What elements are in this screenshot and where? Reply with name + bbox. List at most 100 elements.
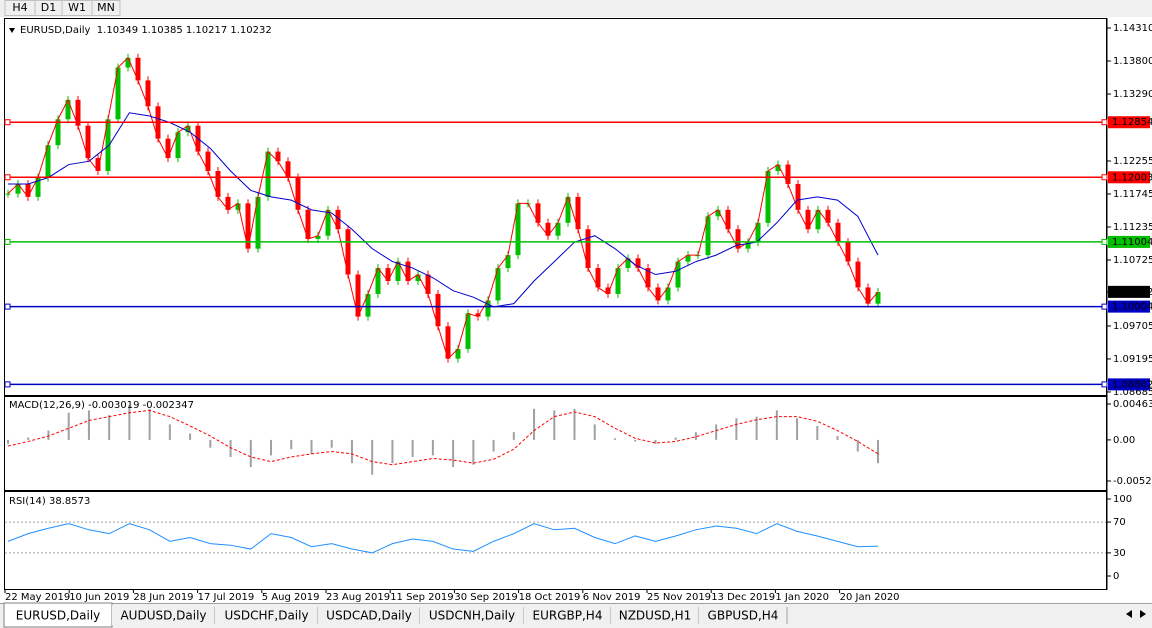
candle-body — [755, 222, 761, 243]
level-handle[interactable] — [4, 174, 11, 181]
candle-body — [635, 258, 641, 269]
symbol-tabs: EURUSD,Daily AUDUSD,Daily USDCHF,Daily USDC… — [3, 602, 788, 628]
symbol-tab-label: AUDUSD,Daily — [120, 609, 206, 623]
level-handle[interactable] — [1101, 119, 1108, 126]
tab-label: D1 — [41, 1, 56, 14]
level-handle[interactable] — [4, 119, 11, 126]
macd-tick-label: -0.005299 — [1113, 476, 1152, 487]
timeframe-tab[interactable]: W1 — [61, 0, 93, 16]
level-handle[interactable] — [1101, 238, 1108, 245]
macd-tick-label: 0.00 — [1113, 435, 1135, 446]
collapse-arrow[interactable] — [9, 28, 15, 33]
candle-body — [35, 177, 41, 197]
candle — [625, 254, 631, 273]
timeframe-tab[interactable]: D1 — [34, 0, 63, 16]
symbol-tab-label: USDCNH,Daily — [429, 609, 515, 623]
tab-label: MN — [97, 1, 115, 14]
rsi-tick-label: 70 — [1113, 517, 1126, 528]
candle — [875, 287, 881, 308]
price-tick-label: 1.11745 — [1113, 189, 1152, 200]
candle — [715, 205, 721, 221]
level-price-box — [1108, 116, 1150, 129]
date-label: 30 Sep 2019 — [454, 592, 517, 603]
current-price-box — [1108, 285, 1150, 298]
candle — [515, 199, 521, 260]
candle-body — [785, 164, 791, 184]
symbol-tab[interactable]: NZDUSD,H1 — [611, 605, 700, 625]
level-handle[interactable] — [4, 381, 11, 388]
date-label: 1 Jan 2020 — [775, 592, 829, 603]
timeframe-tab[interactable]: MN — [91, 0, 121, 16]
level-handle[interactable] — [1101, 174, 1108, 181]
candle-body — [55, 119, 61, 146]
candle-body — [355, 274, 361, 317]
date-label: 10 Jun 2019 — [69, 592, 129, 603]
candle-body — [365, 293, 371, 317]
tab-button — [91, 0, 121, 16]
candle-body — [395, 261, 401, 282]
current-price-label: 1.10232 — [1112, 287, 1152, 298]
symbol-tab[interactable]: GBPUSD,H4 — [699, 605, 788, 625]
scroll-right[interactable] — [1140, 610, 1146, 618]
candle-body — [85, 125, 91, 159]
candle-body — [465, 313, 471, 349]
candle — [445, 322, 451, 363]
candle-body — [245, 203, 251, 249]
candle — [265, 147, 271, 201]
symbol-tab-label: USDCHF,Daily — [224, 609, 308, 623]
candle-body — [855, 261, 861, 288]
candle-body — [235, 203, 241, 210]
candle — [765, 167, 771, 227]
candle-body — [825, 209, 831, 223]
candle-body — [765, 171, 771, 223]
candle-body — [665, 287, 671, 301]
candle-body — [795, 183, 801, 210]
scroll-left[interactable] — [1126, 610, 1132, 618]
date-label: 5 Aug 2019 — [262, 592, 320, 603]
level-handle[interactable] — [4, 238, 11, 245]
level-handle[interactable] — [1101, 381, 1108, 388]
timeframe-tab[interactable]: H4 — [4, 0, 36, 16]
candle — [295, 173, 301, 214]
rsi-line — [7, 523, 879, 554]
symbol-tab[interactable]: AUDUSD,Daily — [112, 605, 216, 625]
symbol-tab-label: EURGBP,H4 — [533, 609, 603, 623]
plot-layer: 1.14310 1.13800 1.13290 1.12255 1.11745 1.112… — [4, 23, 1152, 603]
candle — [775, 160, 781, 176]
candle-body — [205, 151, 211, 172]
level-handle[interactable] — [1101, 303, 1108, 310]
candle-body — [385, 268, 391, 282]
symbol-tab-label: GBPUSD,H4 — [708, 609, 779, 623]
symbol-tab[interactable]: USDCAD,Daily — [318, 605, 421, 625]
candle-body — [675, 261, 681, 288]
symbol-tab[interactable]: USDCNH,Daily — [420, 605, 525, 625]
rsi-header: RSI(14) 38.8573 — [9, 496, 90, 507]
candle-body — [575, 196, 581, 230]
level-handle[interactable] — [4, 303, 11, 310]
symbol-tab[interactable]: USDCHF,Daily — [215, 605, 319, 625]
candle-body — [75, 99, 81, 126]
candle — [305, 205, 311, 243]
symbol-tab[interactable]: EURUSD,Daily — [3, 602, 113, 628]
candle-body — [105, 119, 111, 172]
candle-body — [515, 203, 521, 256]
price-tick-label: 1.10725 — [1113, 255, 1152, 266]
symbol-tab[interactable]: EURGBP,H4 — [524, 605, 612, 625]
symbol-tab-bg — [318, 605, 420, 625]
candle-body — [745, 242, 751, 249]
rsi-tick-label: 100 — [1113, 494, 1132, 505]
candle-body — [655, 287, 661, 301]
symbol-tab-bg — [611, 605, 699, 625]
candle-body — [775, 164, 781, 172]
candle-body — [815, 209, 821, 230]
candle — [575, 192, 581, 234]
candle — [345, 225, 351, 279]
candle — [255, 192, 261, 253]
candle — [615, 264, 621, 298]
candle-body — [685, 255, 691, 262]
candle-body — [475, 313, 481, 317]
candle — [495, 264, 501, 305]
candle-body — [255, 196, 261, 249]
candle-body — [585, 229, 591, 269]
